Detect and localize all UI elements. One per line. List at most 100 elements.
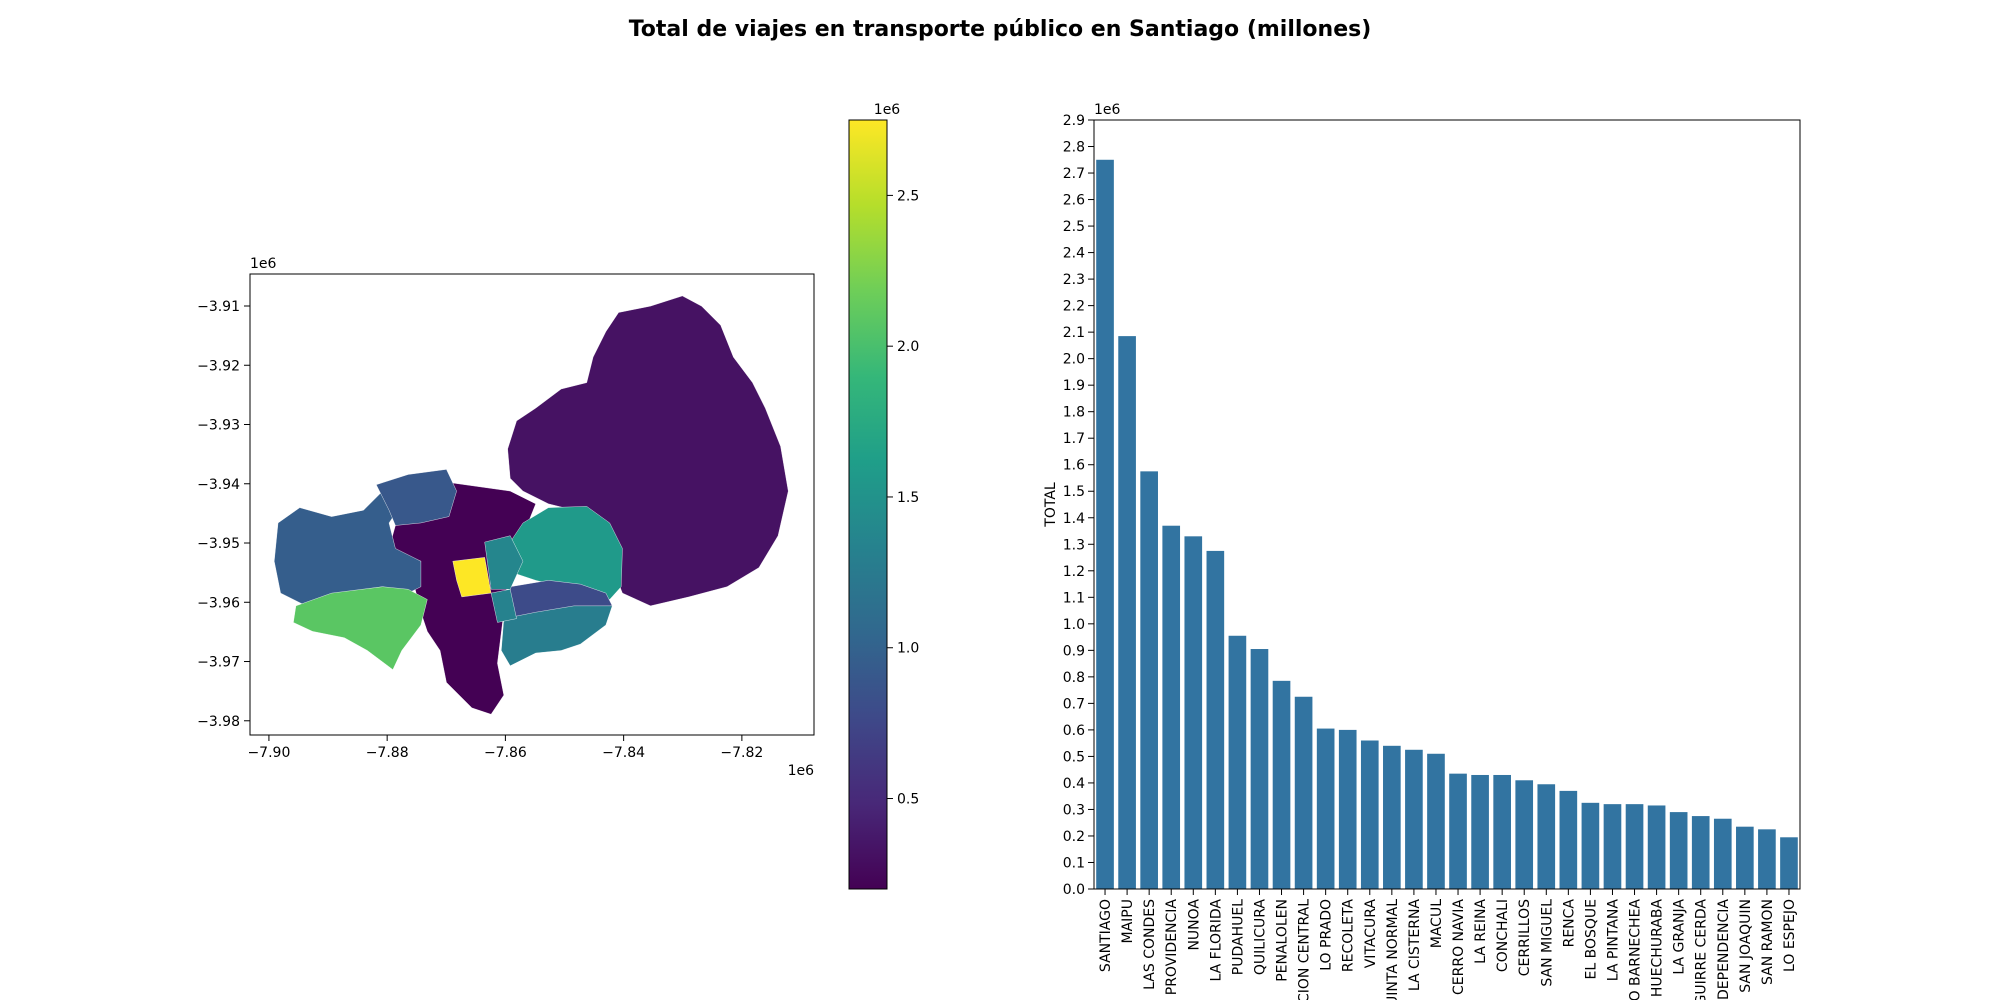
x-tick-label: CERRILLOS xyxy=(1517,899,1533,976)
x-tick-label: PUDAHUEL xyxy=(1230,899,1246,975)
x-tick-label: −7.90 xyxy=(247,745,290,761)
y-tick-label: 0.9 xyxy=(1063,643,1085,659)
bar xyxy=(1758,829,1776,889)
y-tick-label: 2.5 xyxy=(1063,219,1085,235)
bar xyxy=(1581,802,1600,889)
y-tick-label: 1.0 xyxy=(1063,617,1085,633)
x-tick-label: LO ESPEJO xyxy=(1782,899,1798,972)
bar xyxy=(1206,550,1225,889)
region xyxy=(490,589,517,623)
bar xyxy=(1184,536,1203,889)
y-tick-label: 0.4 xyxy=(1063,776,1085,792)
y-tick-label: 0.5 xyxy=(1063,749,1085,765)
y-tick-label: −3.97 xyxy=(197,655,240,671)
colorbar xyxy=(848,119,888,890)
x-tick-label: LA PINTANA xyxy=(1605,899,1621,982)
bar xyxy=(1294,696,1313,889)
bar xyxy=(1780,837,1798,889)
bar xyxy=(1228,635,1247,889)
bar xyxy=(1140,471,1158,889)
y-offset-label: 1e6 xyxy=(250,256,277,272)
x-tick-label: SANTIAGO xyxy=(1098,899,1114,972)
bar xyxy=(1383,745,1401,889)
y-tick-label: 2.1 xyxy=(1063,325,1085,341)
colorbar-tick-label: 1.5 xyxy=(897,490,919,506)
x-tick-label: LAS CONDES xyxy=(1142,899,1158,990)
y-tick-label: 0.7 xyxy=(1063,696,1085,712)
x-tick-label: LA GRANJA xyxy=(1672,899,1688,975)
y-tick-label: 0.3 xyxy=(1063,802,1085,818)
bar xyxy=(1272,680,1291,889)
y-tick-label: 1.7 xyxy=(1063,431,1085,447)
y-tick-label: −3.98 xyxy=(197,714,240,730)
bar xyxy=(1515,780,1534,889)
y-tick-label: 1.9 xyxy=(1063,378,1085,394)
y-tick-label: 1.1 xyxy=(1063,590,1085,606)
x-tick-label: HUECHURABA xyxy=(1650,899,1666,998)
x-tick-label: PENALOLEN xyxy=(1275,899,1291,982)
x-tick-label: −7.84 xyxy=(602,745,645,761)
x-tick-label: SAN MIGUEL xyxy=(1539,899,1555,987)
bar-frame xyxy=(1093,119,1801,890)
bar xyxy=(1316,728,1335,889)
x-tick-label: −7.86 xyxy=(484,745,527,761)
bar xyxy=(1250,649,1269,889)
y-tick-label: 2.7 xyxy=(1063,166,1085,182)
figure-title: Total de viajes en transporte público en… xyxy=(629,17,1372,42)
region xyxy=(376,469,457,526)
x-tick-label: CONCHALI xyxy=(1495,899,1511,972)
bar xyxy=(1118,336,1136,890)
x-tick-label: LA CISTERNA xyxy=(1407,899,1423,992)
x-tick-label: ESTACION CENTRAL xyxy=(1297,899,1313,1000)
x-tick-label: −7.82 xyxy=(720,745,763,761)
bar xyxy=(1427,753,1445,889)
bar xyxy=(1691,816,1710,889)
y-tick-label: 1.6 xyxy=(1063,458,1085,474)
y-tick-label: 1.3 xyxy=(1063,537,1085,553)
y-tick-label: 2.8 xyxy=(1063,140,1085,156)
y-tick-label: 2.6 xyxy=(1063,193,1085,209)
y-tick-label: 0.2 xyxy=(1063,829,1085,845)
x-tick-label: MAIPU xyxy=(1120,899,1136,943)
bar xyxy=(1647,805,1666,889)
y-offset-label: 1e6 xyxy=(1094,102,1121,118)
x-tick-label: INDEPENDENCIA xyxy=(1716,899,1732,1000)
colorbar-tick-label: 0.5 xyxy=(897,792,919,808)
y-tick-label: 1.2 xyxy=(1063,564,1085,580)
bar xyxy=(1603,804,1622,889)
map-frame xyxy=(249,273,815,736)
y-tick-label: −3.91 xyxy=(197,299,240,315)
y-tick-label: 0.6 xyxy=(1063,723,1085,739)
x-tick-label: EL BOSQUE xyxy=(1583,899,1599,979)
x-tick-label: SAN RAMON xyxy=(1760,899,1776,985)
bar xyxy=(1713,818,1732,889)
bar xyxy=(1405,749,1423,889)
y-tick-label: 2.9 xyxy=(1063,113,1085,129)
y-axis-label: TOTAL xyxy=(1043,482,1059,528)
x-tick-label: LO BARNECHEA xyxy=(1628,899,1644,1000)
x-tick-label: LA FLORIDA xyxy=(1208,899,1224,982)
region xyxy=(484,535,524,590)
x-tick-label: VITACURA xyxy=(1363,899,1379,969)
x-tick-label: CERRO NAVIA xyxy=(1451,899,1467,995)
bar xyxy=(1338,729,1357,889)
y-tick-label: 2.4 xyxy=(1063,246,1085,262)
x-offset-label: 1e6 xyxy=(788,763,815,779)
bar xyxy=(1669,812,1688,889)
region xyxy=(452,557,492,598)
x-tick-label: LA REINA xyxy=(1473,899,1489,964)
y-tick-label: 2.0 xyxy=(1063,352,1085,368)
bar xyxy=(1162,525,1181,889)
x-tick-label: RECOLETA xyxy=(1341,899,1357,972)
x-tick-label: LO PRADO xyxy=(1319,899,1335,971)
y-tick-label: −3.94 xyxy=(197,477,240,493)
x-tick-label: QUILICURA xyxy=(1252,899,1268,976)
y-tick-label: 0.1 xyxy=(1063,855,1085,871)
region xyxy=(274,490,422,607)
x-tick-label: MACUL xyxy=(1429,899,1445,948)
x-tick-label: QUINTA NORMAL xyxy=(1385,899,1401,1000)
bar xyxy=(1471,774,1489,889)
region xyxy=(501,605,613,667)
x-tick-label: RENCA xyxy=(1561,899,1577,948)
